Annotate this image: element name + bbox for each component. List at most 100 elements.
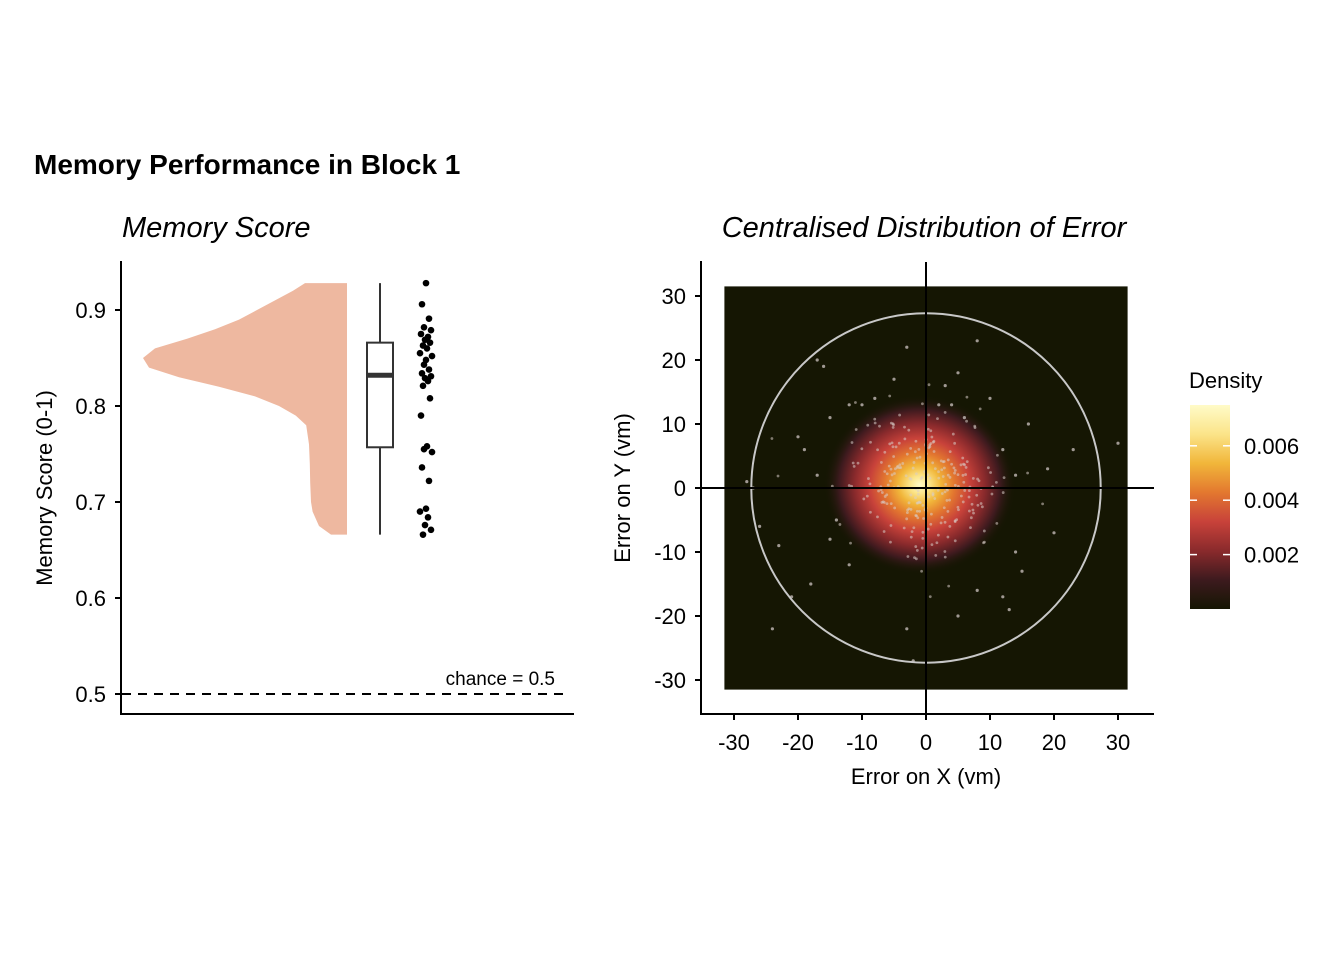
error-point	[889, 421, 893, 425]
error-point	[907, 428, 911, 432]
error-point	[904, 474, 908, 478]
error-point	[920, 475, 924, 479]
error-point	[914, 545, 918, 548]
error-point	[933, 497, 937, 500]
error-point	[927, 495, 931, 499]
error-point	[838, 523, 842, 526]
error-point	[953, 441, 957, 445]
error-point	[943, 490, 947, 494]
error-point	[921, 503, 925, 507]
error-point	[978, 407, 982, 411]
error-point	[889, 540, 892, 544]
right-y-tick-label: 20	[662, 348, 686, 373]
error-point	[897, 466, 901, 470]
error-point	[936, 488, 940, 492]
right-y-tick-label: 10	[662, 412, 686, 437]
violin-density	[143, 283, 347, 535]
error-point	[962, 416, 967, 420]
error-point	[885, 472, 889, 476]
error-point	[1026, 471, 1030, 475]
error-point	[967, 509, 971, 513]
score-point	[420, 361, 428, 369]
legend-ticks: 0.002 0.004 0.006	[1190, 434, 1299, 568]
error-point	[950, 403, 954, 407]
error-point	[996, 453, 999, 457]
left-y-tick-label: 0.7	[75, 490, 106, 515]
right-x-tick-label: 10	[978, 730, 1002, 755]
right-y-tick-label: 0	[674, 476, 686, 501]
error-point	[887, 464, 891, 468]
error-distribution-panel: Centralised Distribution of Error -30 -20…	[610, 212, 1299, 789]
chance-label: chance = 0.5	[446, 669, 555, 690]
figure-title: Memory Performance in Block 1	[34, 149, 460, 180]
error-point	[975, 588, 979, 593]
error-point	[906, 508, 909, 512]
error-point	[956, 371, 960, 375]
error-point	[948, 498, 951, 502]
score-point	[425, 315, 433, 322]
error-point	[911, 466, 915, 470]
error-point	[963, 489, 967, 492]
error-point	[953, 471, 956, 475]
error-point	[886, 483, 890, 487]
error-point	[935, 541, 939, 545]
error-point	[971, 508, 975, 512]
error-point	[867, 477, 870, 480]
error-point	[957, 508, 960, 512]
error-point	[847, 403, 851, 407]
score-point	[425, 477, 433, 485]
error-point	[926, 427, 930, 431]
error-point	[777, 544, 781, 548]
error-point	[927, 446, 931, 450]
error-point	[942, 466, 946, 470]
right-y-tick-label: -20	[654, 604, 686, 629]
error-point	[965, 419, 968, 423]
error-point	[961, 473, 965, 477]
error-point	[953, 539, 957, 543]
score-point	[422, 505, 430, 513]
score-point	[427, 372, 435, 380]
error-point	[880, 461, 883, 464]
error-point	[921, 530, 925, 534]
error-point	[815, 473, 819, 477]
error-point	[909, 447, 913, 450]
score-point	[422, 279, 430, 287]
error-point	[873, 417, 877, 421]
score-point	[426, 395, 434, 402]
error-point	[927, 383, 931, 387]
right-x-tick-label: -30	[718, 730, 750, 755]
right-y-tick-label: -10	[654, 540, 686, 565]
left-y-axis-title: Memory Score (0-1)	[32, 390, 57, 586]
error-point	[888, 479, 892, 483]
score-point	[421, 521, 429, 529]
error-point	[929, 512, 933, 516]
error-point	[928, 443, 932, 447]
error-point	[889, 502, 893, 506]
score-point	[424, 514, 432, 521]
error-point	[898, 463, 902, 467]
error-point	[965, 460, 969, 464]
density-legend: Density 0.002 0.004 0.006	[1189, 368, 1299, 609]
error-point	[951, 432, 955, 436]
right-y-ticks: -30 -20 -10 0 10 20 30	[654, 284, 701, 693]
error-point	[943, 550, 947, 553]
error-point	[933, 467, 937, 471]
error-point	[994, 480, 998, 484]
right-x-axis-title: Error on X (vm)	[851, 764, 1001, 789]
error-point	[918, 455, 922, 459]
error-point	[892, 455, 896, 458]
left-y-tick-label: 0.5	[75, 682, 106, 707]
left-y-tick-label: 0.9	[75, 298, 106, 323]
error-point	[847, 484, 851, 487]
right-x-tick-label: -10	[846, 730, 878, 755]
error-point	[979, 502, 983, 505]
right-y-axis-title: Error on Y (vm)	[610, 413, 635, 563]
error-point	[907, 501, 911, 505]
error-point	[850, 441, 854, 444]
error-point	[936, 417, 939, 421]
error-point	[905, 345, 909, 349]
right-y-tick-label: 30	[662, 284, 686, 309]
boxplot	[366, 283, 394, 535]
error-point	[1001, 448, 1005, 452]
error-point	[1071, 448, 1075, 452]
